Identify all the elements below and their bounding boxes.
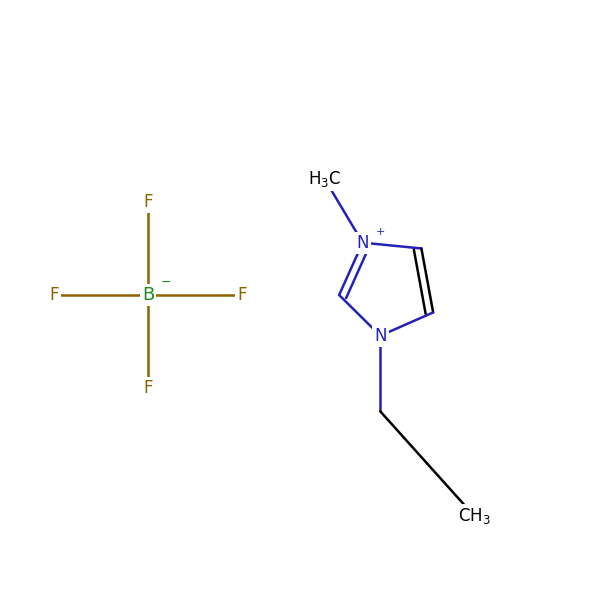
Text: F: F <box>144 193 153 211</box>
Text: +: + <box>376 227 386 237</box>
Text: −: − <box>161 276 172 289</box>
Text: F: F <box>49 286 59 304</box>
Text: F: F <box>237 286 247 304</box>
Text: N: N <box>356 234 369 252</box>
Text: CH$_3$: CH$_3$ <box>458 506 491 526</box>
Text: H$_3$C: H$_3$C <box>308 169 341 189</box>
Text: N: N <box>374 327 387 345</box>
Text: F: F <box>144 379 153 397</box>
Text: B: B <box>142 286 154 304</box>
